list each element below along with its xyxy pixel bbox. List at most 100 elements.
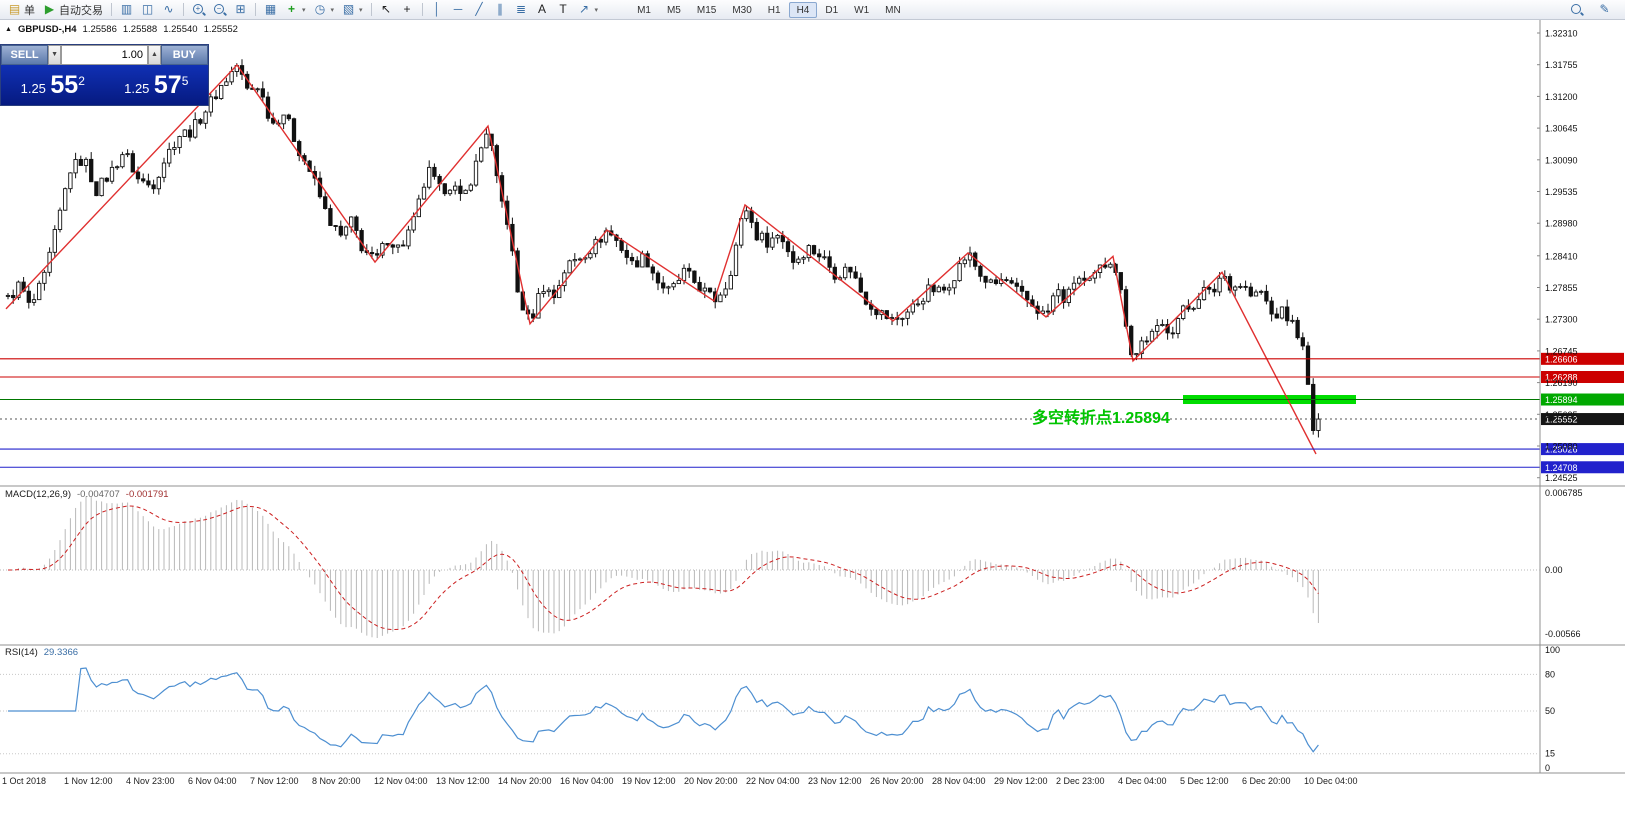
arrange-icon: ▦ — [264, 2, 277, 16]
candle-bear — [505, 200, 510, 225]
fibonacci-icon: ≣ — [516, 2, 527, 16]
candle-bear — [629, 256, 635, 262]
periods-button[interactable]: ◷ ▾ — [311, 1, 338, 18]
candle-bull — [63, 188, 68, 211]
candle-bull — [42, 271, 47, 284]
macd-signal-value: -0.001791 — [125, 489, 169, 500]
channel-tool-button[interactable]: ∥ — [491, 1, 510, 18]
timeframe-button-D1[interactable]: D1 — [817, 2, 846, 18]
timeframe-button-H1[interactable]: H1 — [760, 2, 789, 18]
candle-bear — [375, 253, 380, 256]
timeframe-button-H4[interactable]: H4 — [788, 1, 818, 18]
arrows-tool-button[interactable]: ↗ ▾ — [575, 1, 602, 18]
sell-price[interactable]: 1.25 552 — [1, 71, 105, 100]
new-order-button[interactable]: ▤ 单 — [5, 1, 38, 18]
candle-bull — [900, 317, 905, 320]
candle-bear — [94, 181, 99, 197]
candle-bear — [297, 141, 302, 157]
candle-bear — [1212, 288, 1217, 293]
date-label: 22 Nov 04:00 — [746, 776, 800, 786]
timeframe-button-M30[interactable]: M30 — [724, 2, 759, 18]
line-chart-button[interactable]: ∿ — [159, 1, 178, 18]
sell-price-main: 1.25 — [20, 80, 46, 96]
candle-bear — [941, 286, 947, 291]
candle-bear — [328, 208, 333, 226]
text-tool-button[interactable]: A — [533, 1, 552, 18]
tile-windows-icon: ⊞ — [235, 2, 246, 16]
candlestick-chart-button[interactable]: ◫ — [138, 1, 157, 18]
candle-bear — [1009, 280, 1014, 284]
trendline-icon: ╱ — [475, 2, 483, 16]
candle-bull — [718, 294, 723, 303]
candle-bull — [666, 286, 671, 289]
candle-bear — [619, 240, 624, 251]
date-label: 16 Nov 04:00 — [560, 776, 614, 786]
bar-chart-button[interactable]: ▥ — [117, 1, 136, 18]
candle-bull — [281, 114, 286, 125]
autotrade-button[interactable]: ▶ 自动交易 — [40, 1, 106, 18]
candle-bull — [536, 293, 541, 319]
volume-up-spinner[interactable]: ▲ — [148, 45, 161, 65]
candle-bear — [317, 177, 323, 198]
buy-price-big: 57 — [153, 70, 182, 99]
current-price-label: 1.25552 — [1545, 415, 1578, 425]
sell-button[interactable]: SELL — [1, 45, 49, 65]
candle-bull — [120, 154, 125, 168]
candle-bull — [463, 189, 468, 195]
candle-bull — [473, 160, 479, 186]
fibonacci-tool-button[interactable]: ≣ — [512, 1, 531, 18]
candle-bull — [427, 166, 432, 188]
timeframe-button-M5[interactable]: M5 — [659, 2, 689, 18]
candle-bear — [151, 184, 156, 190]
candle-bull — [52, 229, 57, 253]
candle-bull — [16, 281, 21, 299]
rsi-scale-label: 80 — [1545, 669, 1555, 679]
candle-bull — [572, 259, 577, 262]
crosshair-tool-button[interactable]: + — [398, 1, 417, 18]
trendline-tool-button[interactable]: ╱ — [470, 1, 489, 18]
volume-input[interactable] — [61, 45, 148, 65]
candle-bull — [702, 287, 707, 292]
indicators-button[interactable]: + ▾ — [282, 1, 309, 18]
candle-bear — [354, 216, 359, 231]
pencil-icon: ✎ — [1599, 2, 1610, 16]
zoom-in-button[interactable] — [189, 1, 208, 18]
search-button[interactable] — [1567, 1, 1586, 18]
macd-signal-line — [7, 505, 1319, 631]
ohlc-close: 1.25552 — [203, 24, 238, 35]
candle-bear — [811, 245, 817, 255]
date-label: 4 Dec 04:00 — [1118, 776, 1167, 786]
timeframe-button-MN[interactable]: MN — [877, 2, 909, 18]
turning-point-annotation[interactable]: 多空转折点1.25894 — [1032, 410, 1170, 427]
candle-bear — [1118, 272, 1123, 291]
edit-button[interactable]: ✎ — [1595, 1, 1614, 18]
volume-down-spinner[interactable]: ▼ — [48, 45, 61, 65]
candle-bear — [130, 153, 135, 173]
buy-price[interactable]: 1.25 575 — [105, 71, 209, 100]
ohlc-low: 1.25540 — [163, 24, 198, 35]
tile-windows-button[interactable]: ⊞ — [231, 1, 250, 18]
timeframe-button-M15[interactable]: M15 — [689, 2, 724, 18]
candle-bear — [198, 119, 203, 124]
rsi-scale-label: 100 — [1545, 645, 1560, 655]
arrange-button[interactable]: ▦ — [261, 1, 280, 18]
templates-button[interactable]: ▧ ▾ — [339, 1, 366, 18]
cursor-tool-button[interactable]: ↖ — [377, 1, 396, 18]
horizontal-line-tool-button[interactable]: ─ — [449, 1, 468, 18]
vertical-line-tool-button[interactable]: │ — [428, 1, 447, 18]
label-tool-button[interactable]: T — [554, 1, 573, 18]
zigzag-line-object[interactable] — [5, 63, 1317, 455]
date-label: 2 Dec 23:00 — [1056, 776, 1105, 786]
price-tick-label: 1.30090 — [1545, 155, 1578, 165]
zoom-out-button[interactable] — [210, 1, 229, 18]
candle-bull — [484, 133, 489, 149]
timeframe-button-W1[interactable]: W1 — [846, 2, 877, 18]
buy-button[interactable]: BUY — [160, 45, 208, 65]
timeframe-button-M1[interactable]: M1 — [629, 2, 659, 18]
candle-bull — [255, 88, 260, 91]
candle-bear — [635, 260, 640, 268]
candle-bull — [915, 303, 921, 306]
text-icon: A — [538, 2, 547, 16]
